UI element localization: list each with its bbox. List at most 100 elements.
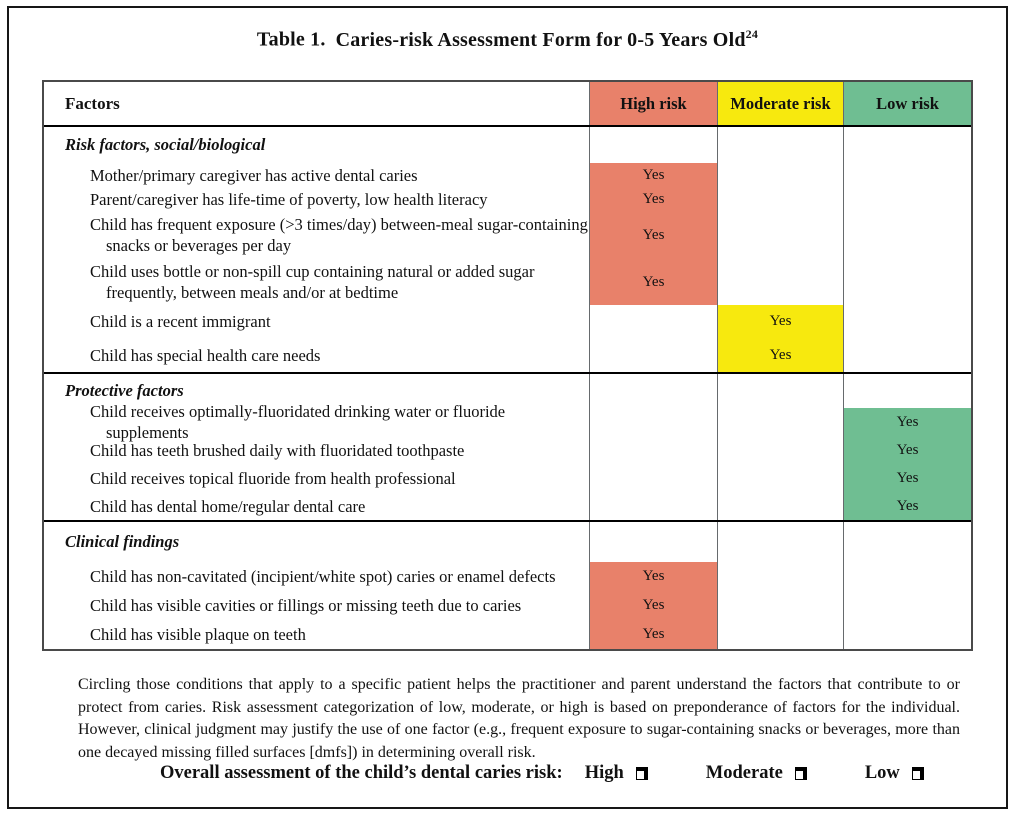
section-heading: Protective factors (65, 381, 184, 400)
moderate-risk-cell (717, 492, 843, 520)
moderate-risk-cell: Yes (717, 305, 843, 338)
factor-label: Child uses bottle or non-spill cup conta… (90, 262, 535, 302)
table-title-prefix: Table 1. (256, 28, 326, 51)
overall-assessment-label: Overall assessment of the child’s dental… (160, 763, 563, 783)
moderate-risk-cell (717, 259, 843, 305)
header-low-risk: Low risk (843, 82, 971, 125)
option-low: Low (865, 763, 924, 784)
high-risk-cell: Yes (589, 620, 717, 649)
factor-label: Child receives optimally-fluoridated dri… (90, 402, 506, 442)
moderate-risk-cell (717, 562, 843, 591)
table-row: Parent/caregiver has life-time of povert… (44, 187, 971, 211)
section-heading: Risk factors, social/biological (65, 135, 266, 154)
section-heading-row: Risk factors, social/biological (44, 127, 971, 163)
moderate-risk-cell (717, 127, 843, 163)
factor-label: Child has special health care needs (90, 345, 321, 365)
low-risk-cell (843, 305, 971, 338)
table-row: Child has non-cavitated (incipient/white… (44, 562, 971, 591)
high-risk-cell: Yes (589, 591, 717, 620)
high-risk-cell (589, 464, 717, 492)
high-risk-cell (589, 374, 717, 408)
table-row: Child receives topical fluoride from hea… (44, 464, 971, 492)
low-risk-cell: Yes (843, 464, 971, 492)
factor-label: Child has visible plaque on teeth (90, 625, 306, 644)
section-protective-factors: Protective factors Child receives optima… (44, 372, 971, 520)
factor-label: Mother/primary caregiver has active dent… (90, 165, 418, 185)
low-risk-cell (843, 127, 971, 163)
high-risk-cell (589, 522, 717, 562)
low-checkbox[interactable] (911, 767, 924, 780)
high-risk-cell (589, 436, 717, 464)
section-heading: Clinical findings (65, 532, 180, 551)
low-risk-cell (843, 522, 971, 562)
high-risk-cell (589, 338, 717, 372)
moderate-risk-cell (717, 522, 843, 562)
table-title: Table 1. Caries-risk Assessment Form for … (0, 27, 1015, 52)
low-risk-cell (843, 163, 971, 187)
high-risk-cell: Yes (589, 562, 717, 591)
low-risk-cell: Yes (843, 408, 971, 436)
table-row: Child has dental home/regular dental car… (44, 492, 971, 520)
factor-label: Child has non-cavitated (incipient/white… (90, 567, 556, 586)
low-risk-cell (843, 591, 971, 620)
moderate-checkbox[interactable] (794, 767, 807, 780)
factor-label: Parent/caregiver has life-time of povert… (90, 189, 488, 209)
table-row: Child uses bottle or non-spill cup conta… (44, 259, 971, 305)
moderate-risk-cell (717, 436, 843, 464)
overall-options: High Moderate Low (585, 763, 924, 784)
header-factors: Factors (65, 93, 120, 113)
table-row: Mother/primary caregiver has active dent… (44, 163, 971, 187)
section-clinical-findings: Clinical findings Child has non-cavitate… (44, 520, 971, 649)
high-risk-cell: Yes (589, 211, 717, 259)
section-risk-factors: Risk factors, social/biological Mother/p… (44, 127, 971, 372)
table-row: Child has special health care needs Yes (44, 338, 971, 372)
low-risk-cell: Yes (843, 492, 971, 520)
factor-label: Child is a recent immigrant (90, 312, 271, 331)
high-checkbox[interactable] (635, 767, 648, 780)
option-moderate: Moderate (706, 763, 807, 784)
factor-label: Child has visible cavities or fillings o… (90, 596, 522, 615)
factor-label: Child has dental home/regular dental car… (90, 496, 366, 516)
low-risk-cell: Yes (843, 436, 971, 464)
high-risk-cell (589, 408, 717, 436)
low-risk-cell (843, 562, 971, 591)
high-risk-cell: Yes (589, 259, 717, 305)
high-risk-cell (589, 492, 717, 520)
low-risk-cell (843, 338, 971, 372)
low-risk-cell (843, 374, 971, 408)
header-high-risk: High risk (589, 82, 717, 125)
factor-label: Child has frequent exposure (>3 times/da… (90, 215, 588, 255)
moderate-risk-cell (717, 464, 843, 492)
caries-risk-table: Factors High risk Moderate risk Low risk… (42, 80, 973, 651)
overall-assessment-line: Overall assessment of the child’s dental… (160, 763, 924, 784)
moderate-risk-cell (717, 163, 843, 187)
section-heading-row: Clinical findings (44, 522, 971, 562)
low-risk-cell (843, 211, 971, 259)
table-row: Child has visible plaque on teeth Yes (44, 620, 971, 649)
moderate-risk-cell (717, 408, 843, 436)
option-high: High (585, 763, 648, 784)
factor-label: Child receives topical fluoride from hea… (90, 468, 456, 488)
table-row: Child receives optimally-fluoridated dri… (44, 402, 971, 442)
option-low-label: Low (864, 763, 900, 783)
option-high-label: High (584, 763, 624, 783)
table-row: Child has visible cavities or fillings o… (44, 591, 971, 620)
citation-superscript: 24 (745, 27, 759, 41)
header-moderate-risk: Moderate risk (717, 82, 843, 125)
low-risk-cell (843, 187, 971, 211)
table-row: Child has frequent exposure (>3 times/da… (44, 211, 971, 259)
moderate-risk-cell (717, 591, 843, 620)
section-heading-row: Protective factors (44, 374, 971, 408)
moderate-risk-cell (717, 187, 843, 211)
high-risk-cell (589, 127, 717, 163)
moderate-risk-cell (717, 374, 843, 408)
low-risk-cell (843, 620, 971, 649)
low-risk-cell (843, 259, 971, 305)
table-title-text: Caries-risk Assessment Form for 0-5 Year… (335, 28, 746, 51)
factor-label: Child has teeth brushed daily with fluor… (90, 440, 465, 460)
moderate-risk-cell (717, 620, 843, 649)
high-risk-cell: Yes (589, 163, 717, 187)
table-row: Child has teeth brushed daily with fluor… (44, 436, 971, 464)
option-moderate-label: Moderate (705, 763, 783, 783)
high-risk-cell: Yes (589, 187, 717, 211)
